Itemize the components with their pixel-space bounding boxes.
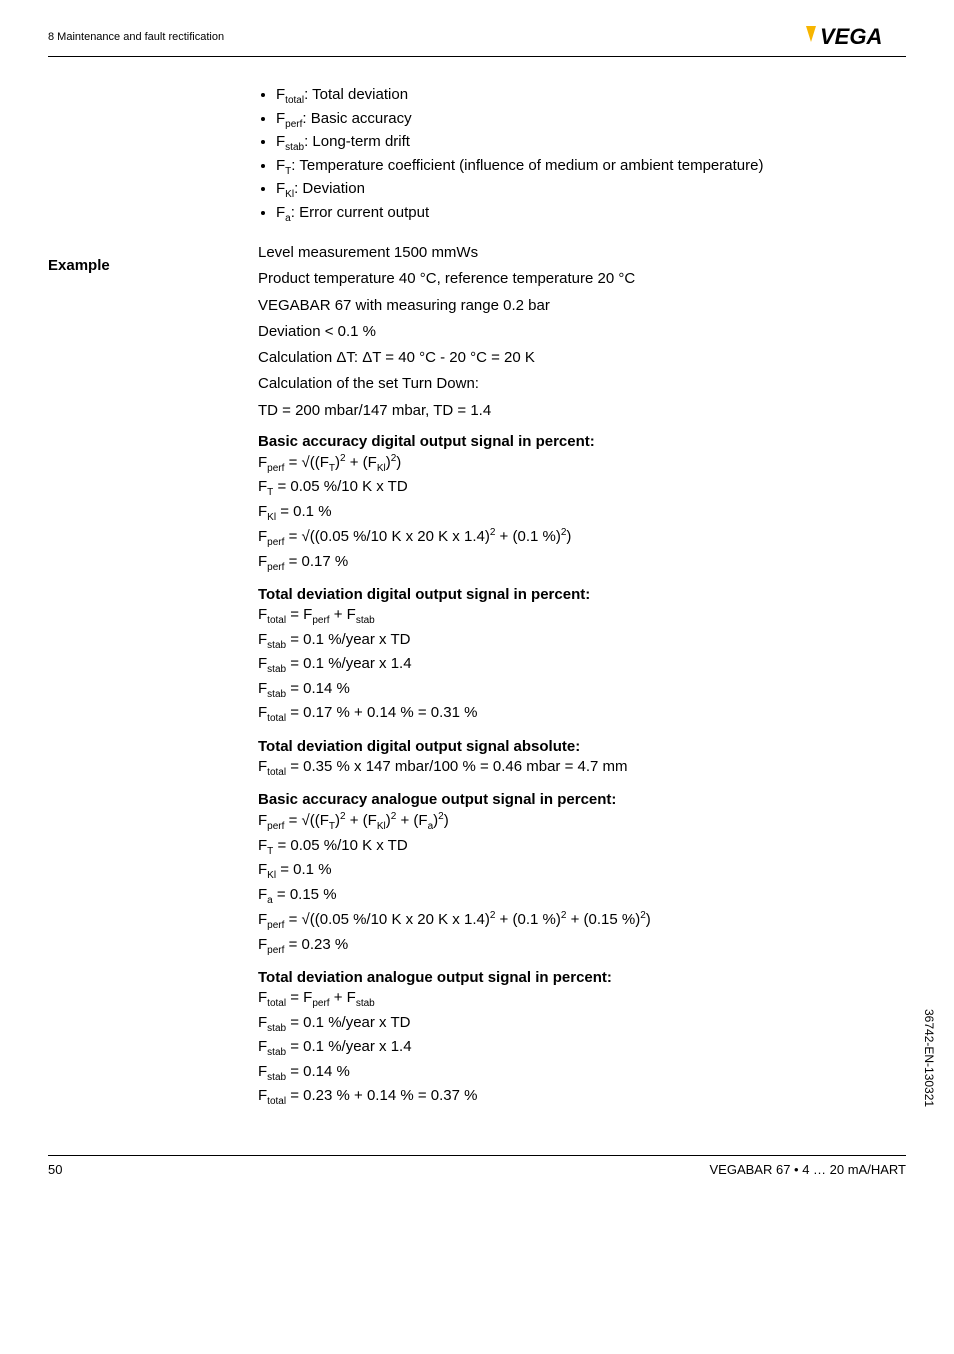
section-basic-digital: Basic accuracy digital output signal in … [258, 433, 906, 575]
list-item: Fa: Error current output [276, 203, 906, 226]
formula: Ftotal = 0.35 % x 147 mbar/100 % = 0.46 … [258, 757, 906, 780]
formula: Ftotal = Fperf + Fstab [258, 605, 906, 628]
header-section-text: 8 Maintenance and fault rectification [48, 31, 224, 43]
formula: Fperf = √((FT)2 + (FKl)2) [258, 452, 906, 476]
svg-text:VEGA: VEGA [820, 24, 882, 49]
formula: Fstab = 0.14 % [258, 679, 906, 702]
vega-logo: VEGA [796, 22, 906, 52]
formula: Fstab = 0.1 %/year x TD [258, 630, 906, 653]
formula: Ftotal = 0.23 % + 0.14 % = 0.37 % [258, 1086, 906, 1109]
section-title: Basic accuracy analogue output signal in… [258, 791, 906, 808]
section-title: Total deviation digital output signal in… [258, 586, 906, 603]
formula: FKl = 0.1 % [258, 502, 906, 525]
list-item: Ftotal: Total deviation [276, 85, 906, 108]
formula: Ftotal = Fperf + Fstab [258, 988, 906, 1011]
section-total-digital-percent: Total deviation digital output signal in… [258, 586, 906, 726]
example-line: Deviation < 0.1 % [258, 322, 906, 342]
formula: FT = 0.05 %/10 K x TD [258, 477, 906, 500]
formula: Fstab = 0.14 % [258, 1062, 906, 1085]
formula: FT = 0.05 %/10 K x TD [258, 836, 906, 859]
formula: Fa = 0.15 % [258, 885, 906, 908]
footer-product: VEGABAR 67 • 4 … 20 mA/HART [710, 1162, 907, 1177]
example-line: Product temperature 40 °C, reference tem… [258, 269, 906, 289]
example-line: VEGABAR 67 with measuring range 0.2 bar [258, 296, 906, 316]
formula: Fperf = √((0.05 %/10 K x 20 K x 1.4)2 + … [258, 526, 906, 550]
formula: Fperf = 0.23 % [258, 935, 906, 958]
example-line: Calculation of the set Turn Down: [258, 374, 906, 394]
example-line: Calculation ΔT: ΔT = 40 °C - 20 °C = 20 … [258, 348, 906, 368]
formula: Fperf = √((FT)2 + (FKl)2 + (Fa)2) [258, 810, 906, 834]
list-item: FT: Temperature coefficient (influence o… [276, 156, 906, 179]
list-item: FKl: Deviation [276, 179, 906, 202]
definition-list: Ftotal: Total deviation Fperf: Basic acc… [258, 85, 906, 225]
page-header: 8 Maintenance and fault rectification VE… [48, 22, 906, 57]
section-total-digital-absolute: Total deviation digital output signal ab… [258, 738, 906, 780]
section-title: Basic accuracy digital output signal in … [258, 433, 906, 450]
formula: FKl = 0.1 % [258, 860, 906, 883]
list-item: Fstab: Long-term drift [276, 132, 906, 155]
page-number: 50 [48, 1162, 62, 1177]
example-line: TD = 200 mbar/147 mbar, TD = 1.4 [258, 401, 906, 421]
example-heading: Example [48, 257, 258, 274]
formula: Fperf = √((0.05 %/10 K x 20 K x 1.4)2 + … [258, 909, 906, 933]
formula: Fstab = 0.1 %/year x 1.4 [258, 1037, 906, 1060]
example-line: Level measurement 1500 mmWs [258, 243, 906, 263]
formula: Ftotal = 0.17 % + 0.14 % = 0.31 % [258, 703, 906, 726]
section-total-analogue: Total deviation analogue output signal i… [258, 969, 906, 1109]
example-block: Level measurement 1500 mmWs Product temp… [258, 243, 906, 421]
page-footer: 50 VEGABAR 67 • 4 … 20 mA/HART [48, 1155, 906, 1177]
section-title: Total deviation analogue output signal i… [258, 969, 906, 986]
formula: Fstab = 0.1 %/year x 1.4 [258, 654, 906, 677]
list-item: Fperf: Basic accuracy [276, 109, 906, 132]
formula: Fstab = 0.1 %/year x TD [258, 1013, 906, 1036]
section-basic-analogue: Basic accuracy analogue output signal in… [258, 791, 906, 957]
document-id-vertical: 36742-EN-130321 [922, 1009, 936, 1107]
formula: Fperf = 0.17 % [258, 552, 906, 575]
section-title: Total deviation digital output signal ab… [258, 738, 906, 755]
